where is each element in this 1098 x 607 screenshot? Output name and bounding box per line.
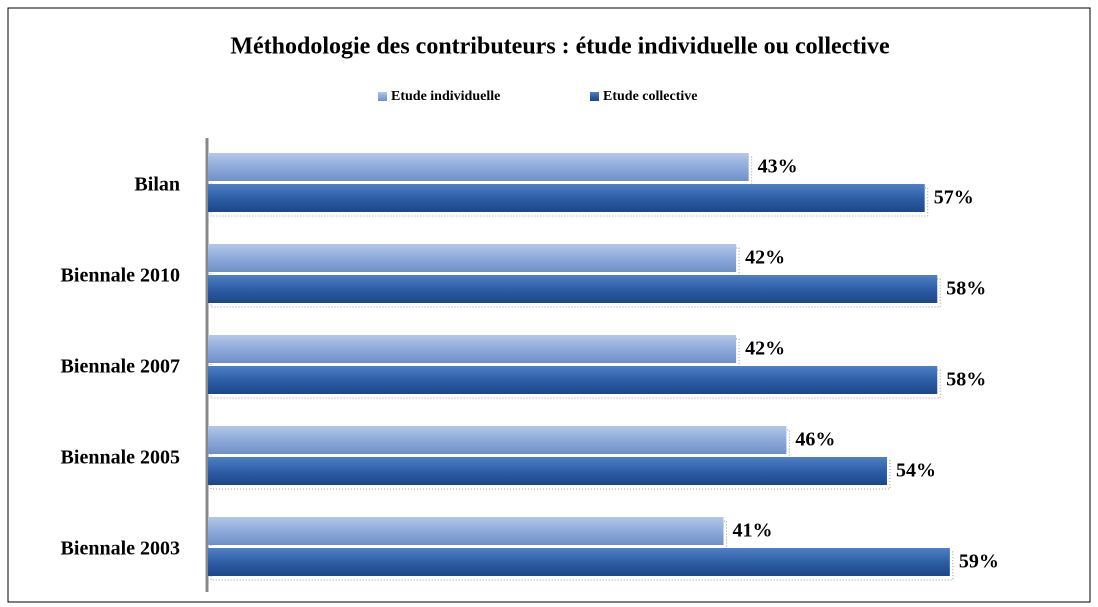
chart-border — [7, 7, 1091, 603]
chart-title: Méthodologie des contributeurs : étude i… — [230, 34, 890, 60]
category-label: Biennale 2003 — [61, 538, 180, 560]
bar — [208, 275, 938, 303]
bar — [208, 244, 737, 272]
bar — [208, 184, 925, 212]
value-label: 59% — [959, 551, 999, 573]
bar — [208, 335, 737, 363]
bar — [208, 426, 787, 454]
bar — [208, 366, 938, 394]
legend-label: Etude individuelle — [391, 89, 500, 104]
category-label: Biennale 2010 — [61, 265, 180, 287]
legend-label: Etude collective — [603, 89, 697, 104]
value-label: 54% — [896, 460, 936, 482]
legend-swatch — [590, 92, 599, 101]
bar — [208, 548, 950, 576]
value-label: 41% — [733, 520, 773, 542]
category-label: Bilan — [134, 174, 180, 196]
bar — [208, 517, 724, 545]
category-label: Biennale 2005 — [61, 447, 180, 469]
bar — [208, 153, 749, 181]
value-label: 42% — [745, 338, 785, 360]
legend-swatch — [378, 92, 387, 101]
value-label: 46% — [795, 429, 835, 451]
bar-shadow — [210, 551, 954, 581]
bar — [208, 457, 887, 485]
value-label: 42% — [745, 247, 785, 269]
value-label: 58% — [946, 369, 986, 391]
category-label: Biennale 2007 — [61, 356, 180, 378]
value-label: 57% — [934, 187, 974, 209]
value-label: 58% — [946, 278, 986, 300]
value-label: 43% — [758, 156, 798, 178]
